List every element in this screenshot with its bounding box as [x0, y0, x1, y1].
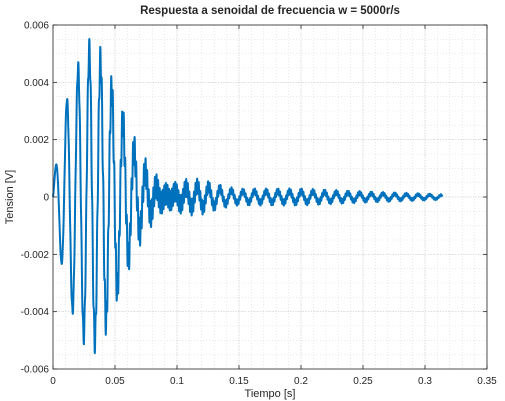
y-axis: -0.006 -0.004 -0.002 0 0.002 0.004 0.006	[21, 21, 487, 376]
x-tick-label: 0.1	[170, 376, 184, 387]
y-tick-label: 0.006	[24, 21, 49, 32]
x-tick-label: 0.05	[105, 376, 125, 387]
x-tick-label: 0.15	[229, 376, 249, 387]
y-tick-label: 0	[43, 193, 49, 204]
x-axis-label: Tiempo [s]	[245, 388, 296, 400]
x-tick-label: 0.25	[353, 376, 373, 387]
x-tick-label: 0.2	[294, 376, 308, 387]
y-tick-label: -0.004	[21, 307, 50, 318]
chart-title: Respuesta a senoidal de frecuencia w = 5…	[140, 5, 400, 17]
x-tick-label: 0.35	[477, 376, 497, 387]
x-axis: 0 0.05 0.1 0.15 0.2 0.25 0.3 0.35	[50, 25, 497, 387]
series-line	[52, 38, 444, 355]
x-tick-label: 0.3	[418, 376, 432, 387]
x-tick-label: 0	[50, 376, 56, 387]
y-tick-label: -0.002	[21, 250, 50, 261]
y-tick-label: 0.004	[24, 78, 49, 89]
y-tick-label: -0.006	[21, 365, 50, 376]
y-axis-label: Tension [V]	[4, 170, 16, 224]
y-tick-label: 0.002	[24, 135, 49, 146]
